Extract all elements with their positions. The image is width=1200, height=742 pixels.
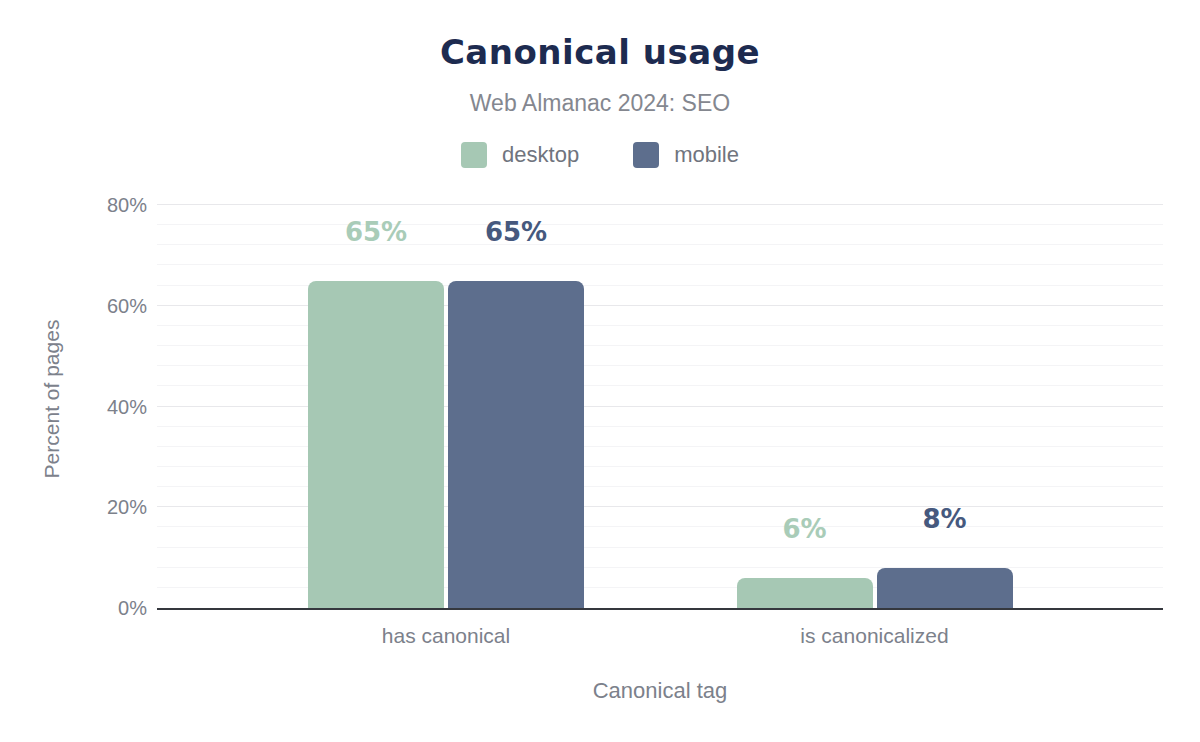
gridline [157, 264, 1163, 265]
y-tick-label: 20% [0, 497, 147, 517]
x-axis-title: Canonical tag [157, 678, 1163, 704]
bar-desktop-0 [308, 281, 444, 608]
bar-mobile-1 [877, 568, 1013, 608]
y-axis-ticks: 0%20%40%60%80% [0, 190, 147, 608]
x-category-label: has canonical [296, 624, 596, 648]
y-tick-label: 40% [0, 397, 147, 417]
legend: desktop mobile [0, 142, 1200, 168]
bar-desktop-1 [737, 578, 873, 608]
y-tick-label: 60% [0, 296, 147, 316]
y-tick-label: 80% [0, 195, 147, 215]
chart-subtitle: Web Almanac 2024: SEO [0, 90, 1200, 117]
chart-title: Canonical usage [0, 32, 1200, 72]
bar-value-label: 8% [877, 506, 1013, 532]
plot-area: 65%65%has canonical6%8%is canonicalized [157, 190, 1163, 610]
x-category-label: is canonicalized [725, 624, 1025, 648]
bar-value-label: 6% [737, 516, 873, 542]
gridline [157, 204, 1163, 205]
bar-value-label: 65% [448, 219, 584, 245]
legend-swatch-icon [633, 142, 659, 168]
legend-label: desktop [502, 142, 579, 168]
legend-swatch-icon [461, 142, 487, 168]
bar-value-label: 65% [308, 219, 444, 245]
bar-mobile-0 [448, 281, 584, 608]
legend-label: mobile [674, 142, 739, 168]
legend-item-mobile: mobile [633, 142, 739, 168]
legend-item-desktop: desktop [461, 142, 579, 168]
y-tick-label: 0% [0, 598, 147, 618]
chart-card: Canonical usage Web Almanac 2024: SEO de… [0, 0, 1200, 742]
